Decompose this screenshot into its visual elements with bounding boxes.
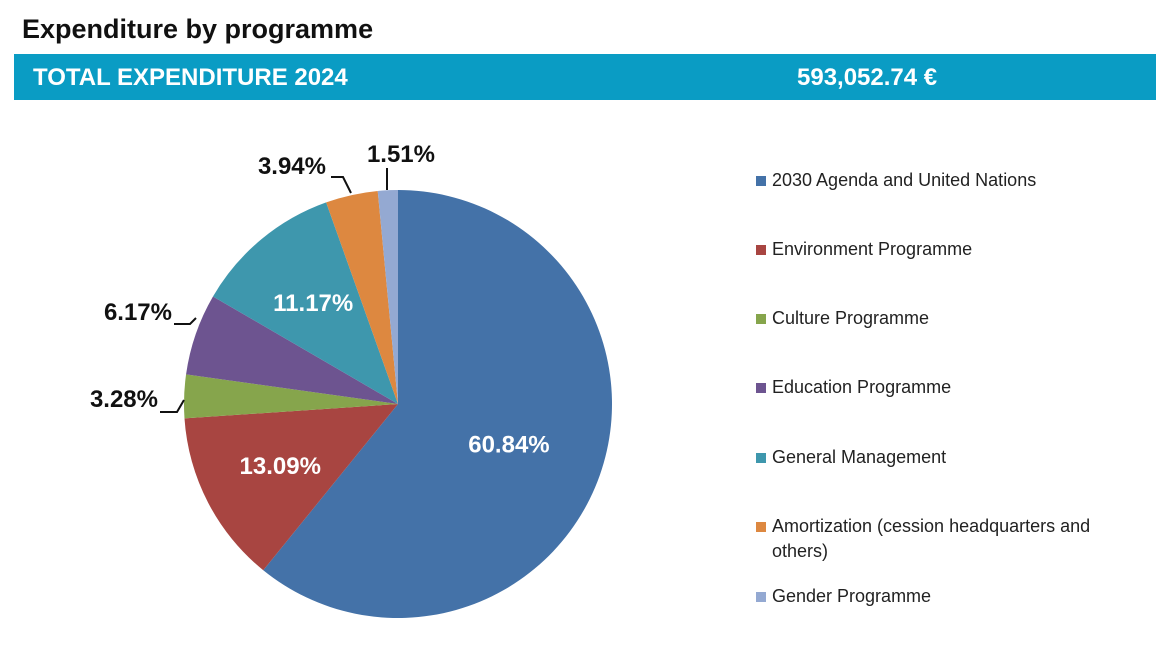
legend-label: Gender Programme [772, 586, 932, 606]
legend-swatch [756, 176, 766, 186]
legend-label: Amortization (cession headquarters and o… [772, 516, 1091, 561]
leader-line-culture-programme [160, 399, 185, 413]
legend-label: Environment Programme [772, 239, 973, 259]
leader-line-education-programme [174, 317, 197, 325]
pie-slice-education-programme [186, 296, 398, 404]
legend-label: Culture Programme [772, 308, 930, 328]
total-expenditure-amount: 593,052.74 € [797, 64, 938, 91]
legend-swatch [756, 383, 766, 393]
slice-label-culture-programme: 3.28% [90, 386, 158, 413]
legend-swatch [756, 592, 766, 602]
legend-swatch [756, 522, 766, 532]
slice-label-environment-programme: 13.09% [240, 453, 321, 480]
slice-label-2030-agenda-and-united-nations: 60.84% [468, 431, 549, 458]
slice-label-education-programme: 6.17% [104, 299, 172, 326]
pie-slice-culture-programme [184, 374, 398, 419]
legend-swatch [756, 453, 766, 463]
legend-label: 2030 Agenda and United Nations [772, 170, 1037, 190]
slice-label-amortization-cession-headquarters-and-others: 3.94% [258, 153, 326, 180]
pie-slice-gender-programme [377, 190, 398, 404]
pie-slice-environment-programme [184, 404, 398, 571]
total-expenditure-label: TOTAL EXPENDITURE 2024 [33, 64, 348, 91]
legend-label: General Management [772, 447, 947, 467]
legend-swatch [756, 314, 766, 324]
pie-slice-amortization-cession-headquarters-and-others [326, 190, 398, 404]
pie-slice-general-management [212, 202, 398, 404]
total-expenditure-banner: TOTAL EXPENDITURE 2024 593,052.74 € [14, 54, 1156, 100]
legend-label: Education Programme [772, 377, 952, 397]
legend-swatch [756, 245, 766, 255]
leader-line-amortization-cession-headquarters-and-others [331, 176, 352, 194]
slice-label-general-management: 11.17% [273, 290, 353, 317]
slice-label-gender-programme: 1.51% [367, 141, 435, 168]
pie-slice-2030-agenda-and-united-nations [263, 190, 612, 618]
page-title: Expenditure by programme [22, 14, 374, 44]
